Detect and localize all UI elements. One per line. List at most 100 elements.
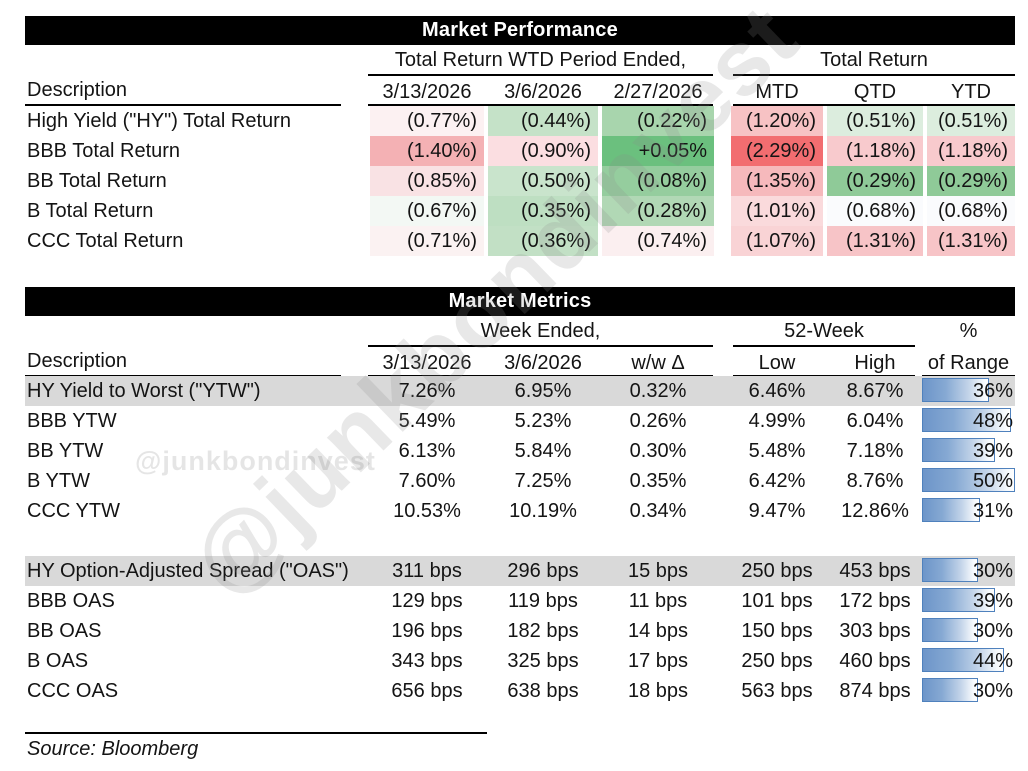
performance-heatmap-cell: (1.18%) [927, 136, 1015, 166]
range-percent-label: 30% [972, 620, 1013, 642]
range-percent-label: 44% [972, 650, 1013, 672]
metrics-row-label: BB OAS [27, 620, 102, 642]
metrics-value-cell: 0.35% [629, 470, 687, 492]
metrics-value-cell: 10.53% [393, 500, 461, 522]
metrics-value-cell: 18 bps [627, 680, 689, 702]
range-bar-cell: 48% [922, 406, 1015, 436]
performance-heatmap-cell: (0.35%) [488, 196, 598, 226]
metrics-title-bar: Market Metrics [25, 287, 1015, 316]
performance-description-header: Description [27, 79, 128, 101]
range-data-bar [922, 378, 989, 402]
performance-heatmap-cell: (0.68%) [827, 196, 923, 226]
metrics-value-cell: 7.26% [398, 380, 456, 402]
metrics-value-cell: 250 bps [741, 650, 813, 672]
performance-heatmap-cell: (1.35%) [731, 166, 823, 196]
metrics-value-cell: 129 bps [391, 590, 463, 612]
metrics-value-cell: 563 bps [741, 680, 813, 702]
metrics-value-cell: 11 bps [628, 590, 688, 612]
wtd-group-header: Total Return WTD Period Ended, [368, 47, 713, 76]
metrics-col-header-wow-delta: w/w Δ [631, 352, 685, 374]
performance-heatmap-cell: (0.22%) [602, 106, 714, 136]
metrics-value-cell: 7.18% [846, 440, 904, 462]
total-return-group-header: Total Return [733, 47, 1015, 76]
performance-heatmap-cell: +0.05% [602, 136, 714, 166]
range-percent-label: 36% [972, 380, 1013, 402]
metrics-value-cell: 15 bps [627, 560, 689, 582]
performance-row-label: B Total Return [27, 200, 154, 222]
range-percent-label: 48% [972, 410, 1013, 432]
col-header-qtd: QTD [853, 81, 897, 103]
col-header-mtd: MTD [755, 81, 799, 103]
performance-heatmap-cell: (0.50%) [488, 166, 598, 196]
performance-heatmap-cell: (0.51%) [927, 106, 1015, 136]
metrics-value-cell: 9.47% [748, 500, 806, 522]
week-ended-group-header: Week Ended, [368, 318, 713, 347]
metrics-value-cell: 14 bps [627, 620, 689, 642]
metrics-col-header-low: Low [758, 352, 796, 374]
metrics-value-cell: 6.46% [748, 380, 806, 402]
metrics-value-cell: 150 bps [741, 620, 813, 642]
metrics-row-label: CCC YTW [27, 500, 120, 522]
metrics-value-cell: 4.99% [748, 410, 806, 432]
metrics-value-cell: 325 bps [507, 650, 579, 672]
performance-heatmap-cell: (1.18%) [827, 136, 923, 166]
horizontal-watermark: @junkbondinvest [135, 446, 376, 476]
metrics-value-cell: 6.42% [748, 470, 806, 492]
metrics-row-label: HY Yield to Worst ("YTW") [27, 380, 261, 402]
range-bar-cell: 44% [922, 646, 1015, 676]
metrics-value-cell: 0.32% [629, 380, 687, 402]
range-data-bar [922, 648, 1004, 672]
range-percent-label: 39% [972, 440, 1013, 462]
performance-heatmap-cell: (0.85%) [370, 166, 484, 196]
performance-heatmap-cell: (0.44%) [488, 106, 598, 136]
metrics-col-header-high: High [854, 352, 896, 374]
metrics-col-header-date-1: 3/13/2026 [382, 352, 472, 374]
range-data-bar [922, 618, 978, 642]
metrics-value-cell: 101 bps [741, 590, 813, 612]
performance-heatmap-cell: (2.29%) [731, 136, 823, 166]
range-data-bar [922, 438, 995, 462]
range-bar-cell: 30% [922, 616, 1015, 646]
range-percent-label: 50% [972, 470, 1013, 492]
52-week-group-header: 52-Week [733, 318, 915, 347]
performance-row-label: High Yield ("HY") Total Return [27, 110, 291, 132]
performance-row-label: CCC Total Return [27, 230, 184, 252]
performance-heatmap-cell: (0.28%) [602, 196, 714, 226]
range-bar-cell: 30% [922, 556, 1015, 586]
metrics-value-cell: 343 bps [391, 650, 463, 672]
metrics-value-cell: 311 bps [392, 560, 462, 582]
metrics-value-cell: 0.30% [629, 440, 687, 462]
performance-heatmap-cell: (1.07%) [731, 226, 823, 256]
metrics-value-cell: 656 bps [391, 680, 463, 702]
metrics-value-cell: 0.26% [629, 410, 687, 432]
wtd-columns-underline [368, 104, 713, 106]
metrics-value-cell: 303 bps [839, 620, 911, 642]
metrics-col-header-of-range: of Range [927, 352, 1010, 374]
performance-title-bar: Market Performance [25, 16, 1015, 45]
percent-group-header: % [959, 320, 978, 342]
performance-heatmap-cell: (0.67%) [370, 196, 484, 226]
range-data-bar [922, 468, 1015, 492]
metrics-value-cell: 0.34% [629, 500, 687, 522]
metrics-value-cell: 6.95% [514, 380, 572, 402]
performance-heatmap-cell: (0.51%) [827, 106, 923, 136]
metrics-value-cell: 8.67% [846, 380, 904, 402]
metrics-row-label: BBB OAS [27, 590, 115, 612]
metrics-row-label: B YTW [27, 470, 90, 492]
metrics-col-header-date-2: 3/6/2026 [504, 352, 582, 374]
metrics-value-cell: 182 bps [507, 620, 579, 642]
metrics-value-cell: 638 bps [507, 680, 579, 702]
metrics-row-label: HY Option-Adjusted Spread ("OAS") [27, 560, 349, 582]
metrics-value-cell: 5.84% [514, 440, 572, 462]
performance-heatmap-cell: (0.08%) [602, 166, 714, 196]
source-note: Source: Bloomberg [27, 738, 199, 760]
tr-columns-underline [733, 104, 1015, 106]
metrics-value-cell: 5.23% [514, 410, 572, 432]
metrics-value-cell: 17 bps [627, 650, 689, 672]
range-data-bar [922, 498, 980, 522]
metrics-value-cell: 874 bps [839, 680, 911, 702]
performance-heatmap-cell: (0.71%) [370, 226, 484, 256]
metrics-value-cell: 12.86% [841, 500, 909, 522]
performance-row-label: BBB Total Return [27, 140, 181, 162]
